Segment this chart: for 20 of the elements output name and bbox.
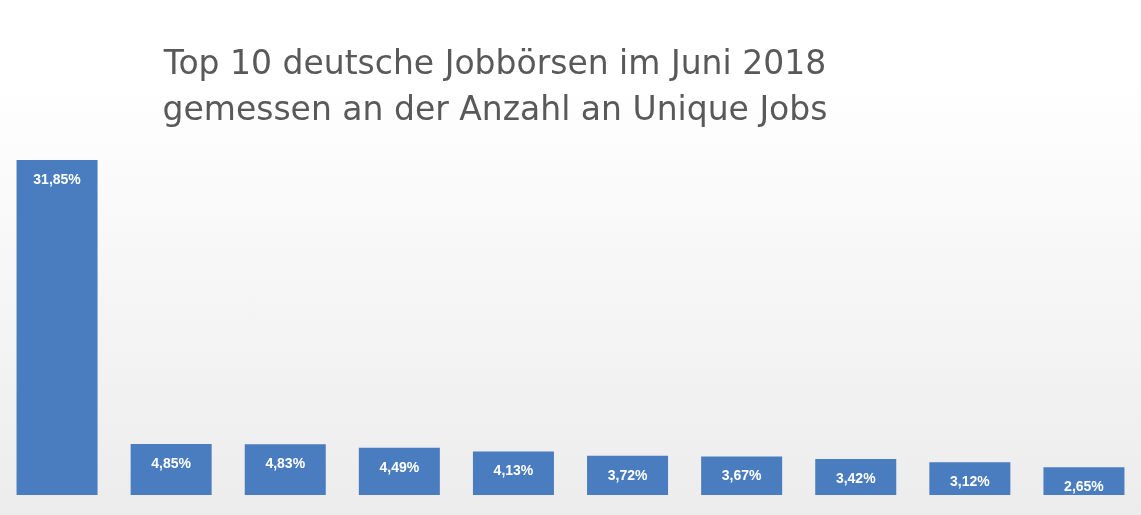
data-label: 4,49% (379, 458, 420, 475)
bar (130, 443, 212, 495)
bar (815, 459, 897, 495)
chart-title: Top 10 deutsche Jobbörsen im Juni 2018 gemessen an der Anzahl an Unique Jobs (161, 42, 829, 130)
data-label: 3,42% (835, 469, 877, 486)
bar (358, 447, 440, 495)
data-label: 4,83% (265, 455, 306, 472)
bar (929, 462, 1011, 495)
bar (244, 444, 326, 495)
data-label: 2,65% (1064, 477, 1105, 494)
data-label: 4,85% (151, 454, 192, 471)
data-label: 3,12% (950, 473, 991, 490)
data-label: 3,72% (607, 466, 648, 483)
bar (701, 456, 783, 495)
data-label: 3,67% (721, 467, 763, 484)
data-label: 4,13% (493, 462, 534, 479)
data-label: 31,85% (33, 170, 82, 187)
bar (587, 455, 669, 495)
bar (16, 160, 98, 495)
bar (472, 451, 554, 495)
